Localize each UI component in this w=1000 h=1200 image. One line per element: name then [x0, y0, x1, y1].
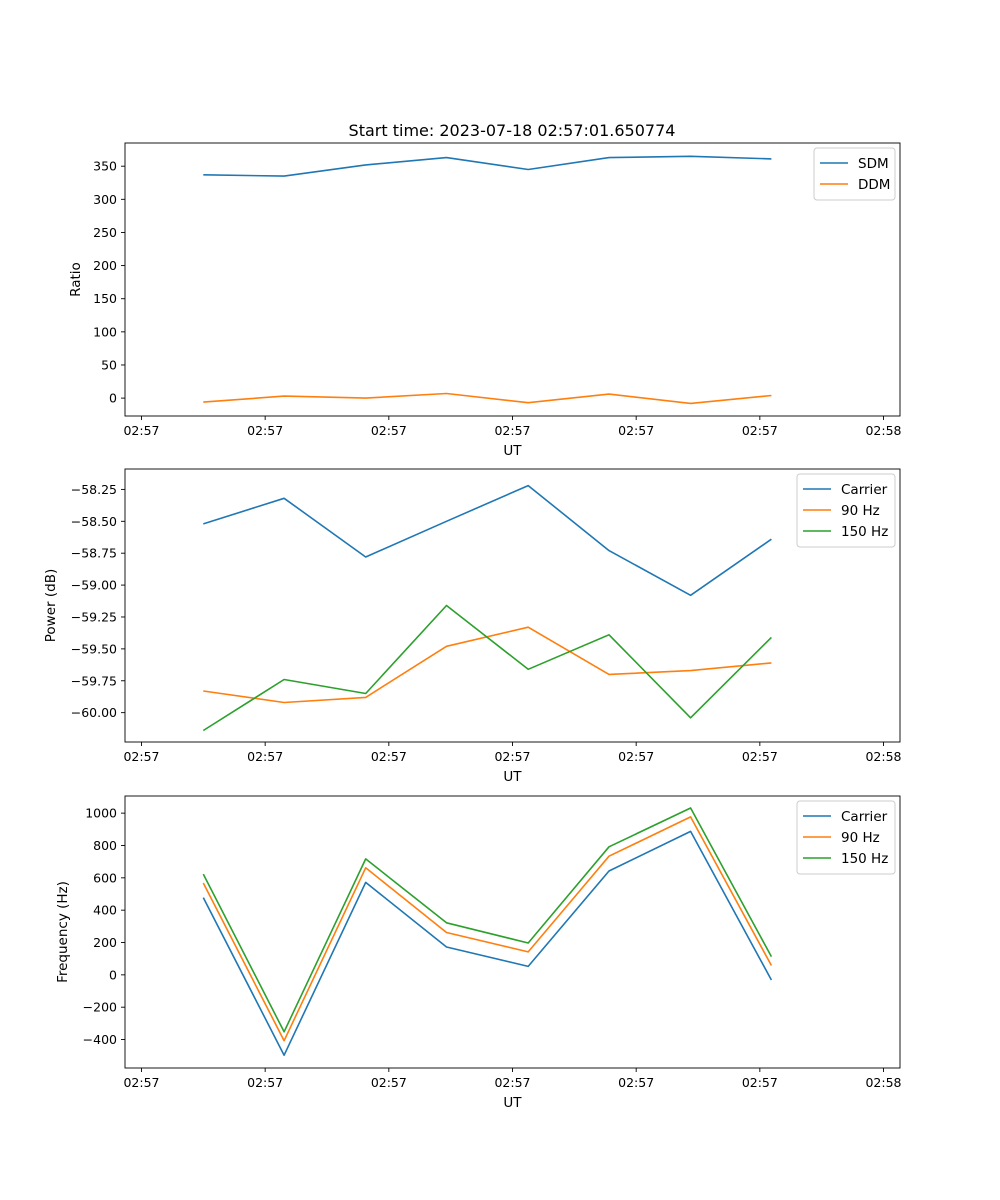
subplot-2: 02:57 02:57 02:57 02:57 02:57 02:57 02:58 −60.0…: [43, 468, 902, 785]
y-tick-label: −400: [83, 1032, 117, 1047]
y-tick-label: 100: [93, 324, 117, 339]
y-tick-label: 350: [93, 159, 117, 174]
x-tick-label: 02:57: [371, 749, 407, 764]
y-tick-label: 50: [101, 357, 117, 372]
x-tick-label: 02:57: [494, 749, 530, 764]
figure-title: Start time: 2023-07-18 02:57:01.650774: [349, 121, 676, 140]
y-axis-label: Ratio: [68, 262, 84, 297]
x-tick-label: 02:57: [742, 423, 778, 438]
y-tick-label: 250: [93, 225, 117, 240]
x-tick-label: 02:57: [247, 1075, 283, 1090]
legend-label: SDM: [858, 156, 889, 172]
legend-box: [796, 473, 896, 548]
legend-label: 90 Hz: [841, 830, 880, 846]
x-tick-label: 02:57: [123, 749, 159, 764]
y-axis-label: Power (dB): [43, 569, 59, 642]
x-axis-label: UT: [503, 1095, 522, 1111]
x-tick-label: 02:57: [618, 749, 654, 764]
y-tick-label: −58.50: [71, 514, 117, 529]
series-line-sdm: [203, 155, 772, 177]
series-line-ddm: [203, 392, 772, 405]
x-tick-label: 02:57: [494, 1075, 530, 1090]
y-tick-label: 300: [93, 192, 117, 207]
y-axis-label: Frequency (Hz): [55, 881, 71, 983]
y-tick-label: 150: [93, 291, 117, 306]
legend-box: [796, 800, 896, 875]
y-tick-label: −59.50: [71, 641, 117, 656]
series-line-carrier: [203, 484, 772, 597]
y-tick-label: 600: [93, 870, 117, 885]
legend: Carrier 90 Hz 150 Hz: [796, 800, 896, 875]
y-tick-label: 1000: [85, 806, 117, 821]
legend-label: DDM: [858, 177, 890, 193]
y-tick-label: −200: [83, 1000, 117, 1015]
x-tick-label: 02:57: [247, 423, 283, 438]
y-tick-label: 200: [93, 258, 117, 273]
y-tick-label: 0: [109, 391, 117, 406]
x-tick-label: 02:57: [123, 1075, 159, 1090]
x-tick-label: 02:57: [371, 1075, 407, 1090]
legend-label: Carrier: [841, 809, 888, 825]
y-tick-label: −59.00: [71, 578, 117, 593]
y-tick-label: −59.75: [71, 673, 117, 688]
legend-label: Carrier: [841, 482, 888, 498]
x-tick-label: 02:57: [247, 749, 283, 764]
series-line-90-hz: [202, 816, 773, 1042]
series-line-150-hz: [202, 807, 773, 1033]
x-tick-label: 02:57: [618, 1075, 654, 1090]
axes-frame: [124, 468, 901, 743]
legend-label: 90 Hz: [841, 503, 880, 519]
subplot-1: 02:57 02:57 02:57 02:57 02:57 02:57 02:58 0 50 10…: [68, 142, 902, 459]
series-line-carrier: [202, 830, 773, 1056]
x-axis-label: UT: [503, 769, 522, 785]
y-tick-label: −59.25: [71, 609, 117, 624]
subplot-3: 02:57 02:57 02:57 02:57 02:57 02:57 02:58 −400 −…: [55, 795, 902, 1111]
y-tick-label: 400: [93, 903, 117, 918]
x-tick-label: 02:58: [865, 1075, 901, 1090]
x-tick-label: 02:57: [618, 423, 654, 438]
x-tick-label: 02:58: [865, 423, 901, 438]
x-tick-label: 02:57: [371, 423, 407, 438]
x-tick-label: 02:57: [742, 749, 778, 764]
legend-label: 150 Hz: [841, 851, 888, 867]
y-tick-label: 800: [93, 838, 117, 853]
x-tick-label: 02:57: [123, 423, 159, 438]
series-line-90-hz: [203, 626, 772, 704]
y-tick-label: −58.75: [71, 546, 117, 561]
legend-box: [813, 147, 896, 201]
legend: SDM DDM: [813, 147, 896, 201]
y-tick-label: −60.00: [71, 705, 117, 720]
y-tick-label: 0: [109, 967, 117, 982]
x-tick-label: 02:58: [865, 749, 901, 764]
x-tick-label: 02:57: [494, 423, 530, 438]
y-tick-label: 200: [93, 935, 117, 950]
x-axis-label: UT: [503, 443, 522, 459]
legend-label: 150 Hz: [841, 524, 888, 540]
axes-frame: [124, 795, 901, 1069]
x-tick-label: 02:57: [742, 1075, 778, 1090]
series-line-150-hz: [202, 604, 772, 732]
axes-frame: [124, 142, 901, 417]
y-tick-label: −58.25: [71, 482, 117, 497]
legend: Carrier 90 Hz 150 Hz: [796, 473, 896, 548]
